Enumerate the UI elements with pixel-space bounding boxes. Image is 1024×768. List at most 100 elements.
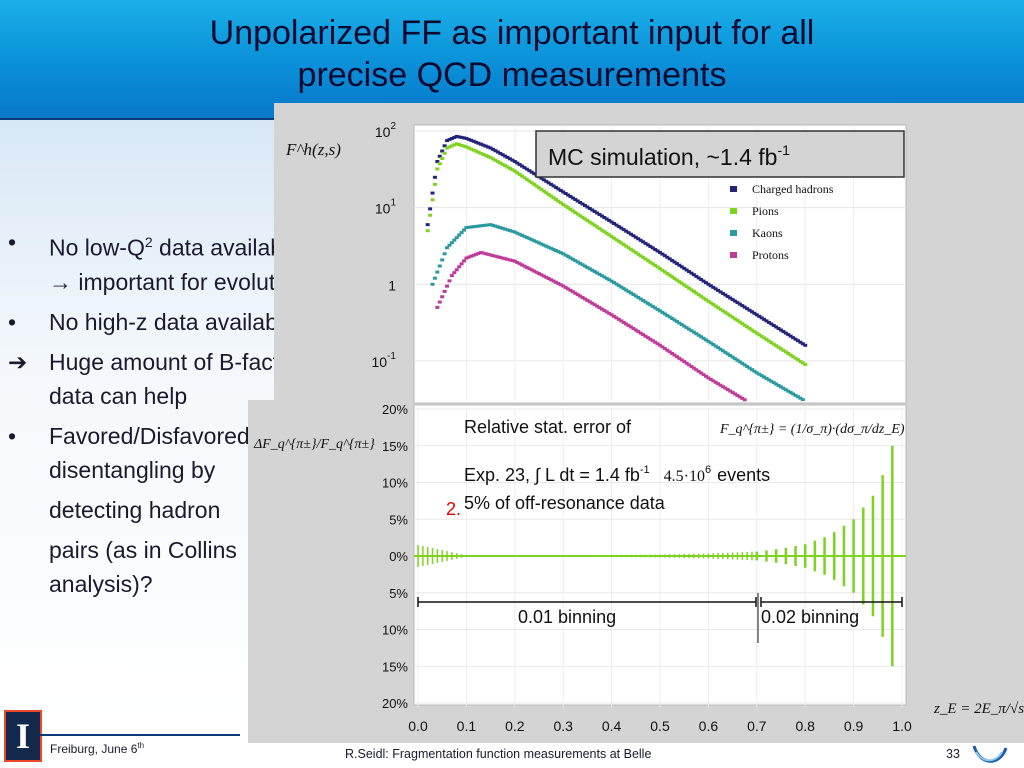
data-point (447, 145, 452, 149)
data-point (449, 241, 454, 245)
data-point (524, 236, 529, 240)
data-point (616, 225, 621, 229)
data-point (522, 264, 527, 268)
data-point (621, 228, 626, 232)
data-point (667, 257, 672, 261)
data-point (670, 316, 675, 320)
data-point (616, 284, 621, 288)
data-point (539, 242, 544, 246)
data-point (578, 214, 583, 218)
fragmentation-figure: F^h(z,s) 102 101 1 10-1 MC simulation, ~1.4… (253, 121, 1024, 734)
data-point (687, 286, 692, 290)
data-point (430, 198, 435, 202)
data-point (428, 207, 433, 211)
logo-letter: I (15, 716, 30, 756)
data-point (461, 136, 466, 140)
data-point (486, 252, 491, 256)
data-point (515, 161, 520, 165)
data-point (435, 167, 440, 171)
data-point (452, 135, 457, 139)
data-point (561, 190, 566, 194)
data-point (689, 365, 694, 369)
data-point (558, 251, 563, 255)
data-point (471, 225, 476, 229)
data-point (466, 225, 471, 229)
data-point (527, 179, 532, 183)
data-point (694, 368, 699, 372)
data-point (740, 396, 745, 400)
data-point (653, 247, 658, 251)
data-point (612, 314, 617, 318)
data-point (563, 191, 568, 195)
data-point (566, 193, 571, 197)
data-point (612, 222, 617, 226)
data-point (529, 170, 534, 174)
data-point (793, 337, 798, 341)
data-point (457, 265, 462, 269)
data-point (764, 376, 769, 380)
data-point (730, 315, 735, 319)
bullet-item: ➔ Huge amount of B-factory (8, 345, 388, 379)
data-point (667, 350, 672, 354)
data-point (585, 298, 590, 302)
data-point (539, 176, 544, 180)
data-point (674, 320, 679, 324)
lower-xtick-label: 0.8 (795, 718, 815, 734)
data-point (435, 305, 440, 309)
data-point (626, 323, 631, 327)
data-point (437, 162, 442, 166)
mc-annotation-text: MC simulation, ~1.4 fb-1 (548, 142, 790, 170)
lower-ytick-label: 5% (389, 512, 408, 527)
data-point (745, 325, 750, 329)
data-point (670, 275, 675, 279)
binning-002-label: 0.02 binning (761, 607, 859, 627)
figure-background-lower (248, 400, 278, 743)
data-point (633, 251, 638, 255)
upper-ytick-labels: 102 101 1 10-1 (372, 121, 397, 370)
data-point (774, 344, 779, 348)
data-point (553, 185, 558, 189)
data-point (689, 288, 694, 292)
data-point (440, 295, 445, 299)
data-point (766, 320, 771, 324)
data-point (728, 296, 733, 300)
data-point (503, 164, 508, 168)
data-point (599, 274, 604, 278)
data-point (757, 372, 762, 376)
data-point (800, 361, 805, 365)
data-point (716, 346, 721, 350)
data-point (670, 351, 675, 355)
data-point (779, 347, 783, 351)
data-point (549, 182, 554, 186)
data-point (510, 158, 515, 162)
data-point (609, 220, 614, 224)
data-point (476, 224, 481, 228)
data-point (522, 176, 527, 180)
data-point (578, 294, 583, 298)
data-point (636, 295, 641, 299)
legend-swatch (730, 230, 737, 236)
data-point (471, 148, 476, 152)
data-point (641, 333, 646, 337)
data-point (643, 257, 648, 261)
data-point (459, 231, 464, 235)
data-point (442, 144, 447, 148)
data-point (733, 392, 738, 396)
data-point (495, 255, 500, 259)
data-point (570, 209, 575, 213)
data-point (619, 319, 624, 323)
data-point (658, 267, 662, 271)
data-point (505, 257, 510, 261)
data-point (437, 300, 442, 304)
data-point (595, 211, 600, 215)
data-point (798, 359, 803, 363)
title-line-2: precise QCD measurements (297, 56, 727, 94)
data-point (733, 357, 738, 361)
data-point (590, 208, 595, 212)
data-point (452, 143, 457, 147)
data-point (662, 312, 667, 316)
data-point (616, 239, 621, 243)
data-point (478, 151, 483, 155)
data-point (679, 281, 684, 285)
data-point (800, 342, 805, 346)
